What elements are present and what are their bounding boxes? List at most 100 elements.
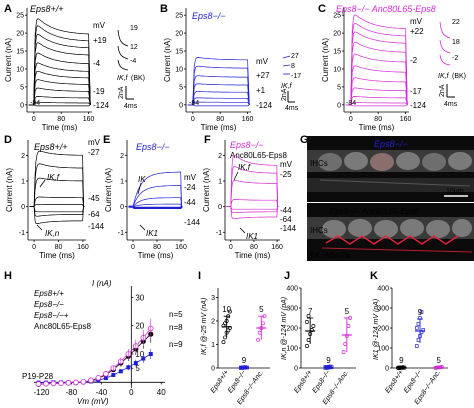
- y-tick-label: 5: [337, 84, 341, 91]
- series-line-1: [38, 353, 152, 383]
- trace-6: [226, 206, 279, 220]
- y-tick-label: 20: [16, 31, 24, 38]
- y-axis-label: Current (nA): [104, 168, 113, 212]
- y-tick-label: -1: [118, 230, 124, 237]
- h-age: P19-P28: [22, 372, 54, 381]
- series-line-2: [38, 328, 152, 385]
- b-label-minus84: -84: [189, 100, 199, 107]
- trace-3: [128, 203, 183, 208]
- y-tick-label: 0: [21, 204, 25, 211]
- y-axis-label: Current (nA): [321, 38, 330, 82]
- trace-1: [187, 65, 250, 106]
- trace-5: [29, 206, 85, 213]
- c-inset-ikf: IK,f: [438, 73, 450, 80]
- f-current-ikf: IK,f: [238, 163, 251, 172]
- y-tick-label: 1: [211, 342, 215, 349]
- data-point: [416, 338, 421, 342]
- data-point: [58, 380, 64, 386]
- panel-letter-a: A: [4, 3, 12, 15]
- c-label-plus22: +22: [410, 27, 424, 36]
- c-label-minus84: -84: [346, 100, 356, 107]
- y-tick-label: -1: [216, 230, 222, 237]
- x-tick-label: 80: [216, 116, 224, 123]
- y-tick-label: 5: [135, 364, 140, 373]
- x-axis-label: Time (ms): [42, 123, 78, 132]
- trace-1: [345, 22, 408, 106]
- data-point: [50, 380, 57, 387]
- c-label-minus124: -124: [410, 101, 427, 110]
- trace-3: [29, 196, 85, 208]
- trace-1: [128, 185, 183, 208]
- c-inset-18: 18: [452, 39, 460, 46]
- panel-letter-g: G: [300, 134, 309, 146]
- y-tick-label: 200: [377, 326, 389, 333]
- panel-b-inset: 27 8 -17 IK,f 2nA 4ms: [281, 53, 301, 112]
- a-scale-na: 2nA: [118, 86, 125, 99]
- panel-letter-d: D: [4, 134, 12, 146]
- b-label-plus1: +1: [256, 86, 266, 95]
- data-point: [65, 380, 72, 386]
- y-tick-label: 100: [377, 346, 389, 353]
- panel-e-genotype: Eps8−/−: [136, 142, 170, 152]
- data-point: [306, 338, 311, 342]
- panel-c-inset: 22 18 -2 IK,f (BK) 2nA 4ms: [438, 19, 466, 108]
- panel-h-data: [35, 318, 154, 387]
- micrograph-top-cells: [307, 150, 474, 192]
- y-tick-label: 1: [218, 179, 222, 186]
- y-tick-label: 2: [120, 153, 124, 160]
- y-tick-label: 2: [21, 153, 25, 160]
- y-tick-label: 200: [286, 326, 298, 333]
- panel-c: C Eps8−/− Anc80L65-Eps8 0 5 10 15 20 25 0 80 160…: [318, 3, 466, 132]
- c-inset-bk: (BK): [452, 73, 466, 80]
- a-label-minus84: -84: [30, 100, 40, 107]
- panel-letter-c: C: [318, 3, 326, 15]
- panel-c-genotype: Eps8−/− Anc80L65-Eps8: [336, 4, 436, 14]
- trace-6: [345, 77, 408, 106]
- k-ylabel: IK1 @-124 mV (pA): [373, 299, 380, 360]
- trace-0: [29, 150, 85, 208]
- i-ylabel: IK,f @-25 mV (nA): [201, 298, 208, 355]
- trace-2: [128, 197, 183, 208]
- panel-h: H -120 -80 -40 0 40 5 10 20 30 I (nA) Vm (mV) Ep…: [4, 270, 183, 406]
- panel-letter-h: H: [4, 270, 12, 282]
- trace-2: [28, 33, 91, 106]
- y-tick-label: 0: [294, 366, 298, 373]
- y-tick-label: 10: [175, 66, 183, 73]
- panel-b-axes: 0 5 10 15 20 25 0 80 160 Time (ms) Current (nA): [163, 8, 254, 132]
- g-ihc-top: IHCs: [310, 159, 328, 168]
- x-tick-label: 0: [129, 388, 134, 397]
- y-tick-label: 0: [211, 366, 215, 373]
- y-tick-label: 20: [175, 31, 183, 38]
- y-tick-label: 2: [211, 318, 215, 325]
- trace-7: [345, 87, 408, 106]
- panel-e-traces: [128, 171, 183, 209]
- panel-a-genotype: Eps8+/+: [30, 4, 64, 14]
- panel-a: A Eps8+/+ 0 5 10 15 20 25 0 80 160 Time (ms) Curre…: [4, 3, 145, 132]
- y-tick-label: 300: [377, 306, 389, 313]
- data-point: [343, 342, 348, 346]
- y-tick-label: 0: [20, 102, 24, 109]
- x-tick-label: 80: [374, 116, 382, 123]
- panel-j-axes: 0 100 200 300 400: [286, 286, 356, 373]
- f-label-minus44: -44: [280, 206, 292, 215]
- y-axis-label: Current (nA): [163, 38, 172, 82]
- trace-1: [226, 166, 279, 208]
- data-point: [223, 335, 228, 340]
- trace-0: [28, 18, 91, 106]
- x-tick-label: 160: [271, 244, 283, 251]
- a-inset-bk: (BK): [131, 75, 145, 82]
- a-scale-ms: 4ms: [124, 103, 138, 110]
- b-label-minus124: -124: [256, 101, 273, 110]
- data-point: [311, 324, 316, 328]
- b-mv-label: mV: [256, 57, 269, 66]
- h-n-rescue: n=5: [169, 310, 183, 319]
- panel-h-axes: -120 -80 -40 0 40 5 10 20 30: [33, 286, 166, 397]
- a-label-minus124: -124: [93, 101, 110, 110]
- trace-0: [128, 171, 183, 208]
- data-point: [416, 322, 421, 326]
- e-mv-label: mV: [184, 173, 197, 182]
